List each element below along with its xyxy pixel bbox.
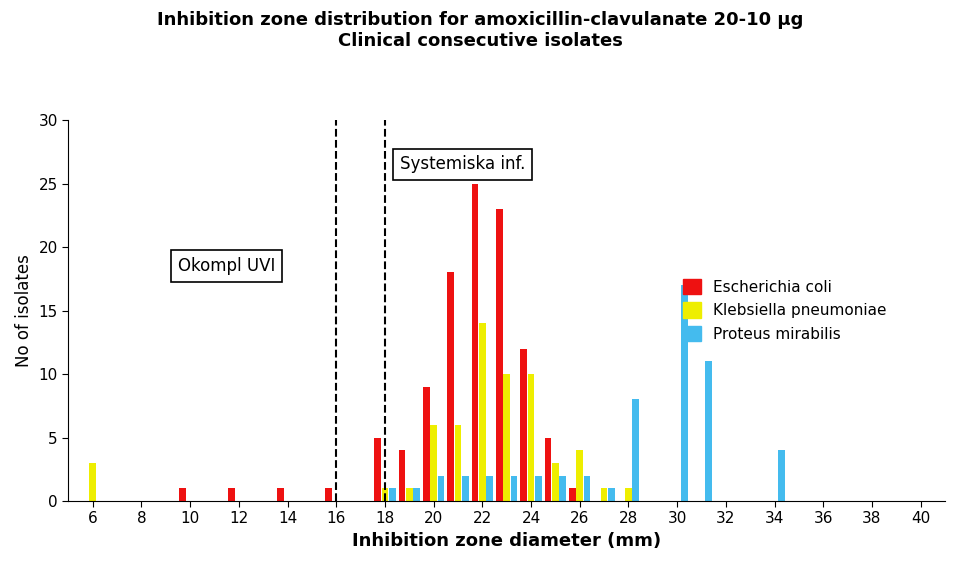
Bar [406, 488, 413, 501]
Bar [228, 488, 235, 501]
Bar [381, 488, 389, 501]
Text: Systemiska inf.: Systemiska inf. [399, 155, 525, 173]
Bar [496, 209, 503, 501]
Bar [423, 386, 430, 501]
Bar [560, 476, 566, 501]
Bar [479, 323, 486, 501]
Bar [438, 476, 444, 501]
Bar [503, 374, 510, 501]
Bar [455, 425, 462, 501]
Bar [413, 488, 420, 501]
Y-axis label: No of isolates: No of isolates [15, 254, 33, 367]
Bar [552, 463, 559, 501]
Bar [544, 437, 551, 501]
Bar [569, 488, 576, 501]
Bar [89, 463, 96, 501]
Bar [180, 488, 186, 501]
Bar [447, 272, 454, 501]
Bar [633, 399, 639, 501]
Bar [681, 285, 688, 501]
Bar [601, 488, 608, 501]
Bar [471, 184, 478, 501]
Bar [779, 450, 785, 501]
Bar [535, 476, 541, 501]
Text: Okompl UVI: Okompl UVI [178, 257, 276, 275]
Bar [325, 488, 332, 501]
Bar [389, 488, 396, 501]
Bar [511, 476, 517, 501]
Bar [576, 450, 583, 501]
Bar [584, 476, 590, 501]
Bar [486, 476, 493, 501]
Text: Inhibition zone distribution for amoxicillin-clavulanate 20-10 μg
Clinical conse: Inhibition zone distribution for amoxici… [156, 11, 804, 50]
Bar [462, 476, 468, 501]
Bar [706, 362, 712, 501]
Bar [430, 425, 437, 501]
Legend: Escherichia coli, Klebsiella pneumoniae, Proteus mirabilis: Escherichia coli, Klebsiella pneumoniae,… [677, 272, 893, 348]
Bar [528, 374, 535, 501]
X-axis label: Inhibition zone diameter (mm): Inhibition zone diameter (mm) [352, 532, 661, 550]
Bar [608, 488, 614, 501]
Bar [520, 349, 527, 501]
Bar [374, 437, 381, 501]
Bar [625, 488, 632, 501]
Bar [276, 488, 283, 501]
Bar [398, 450, 405, 501]
